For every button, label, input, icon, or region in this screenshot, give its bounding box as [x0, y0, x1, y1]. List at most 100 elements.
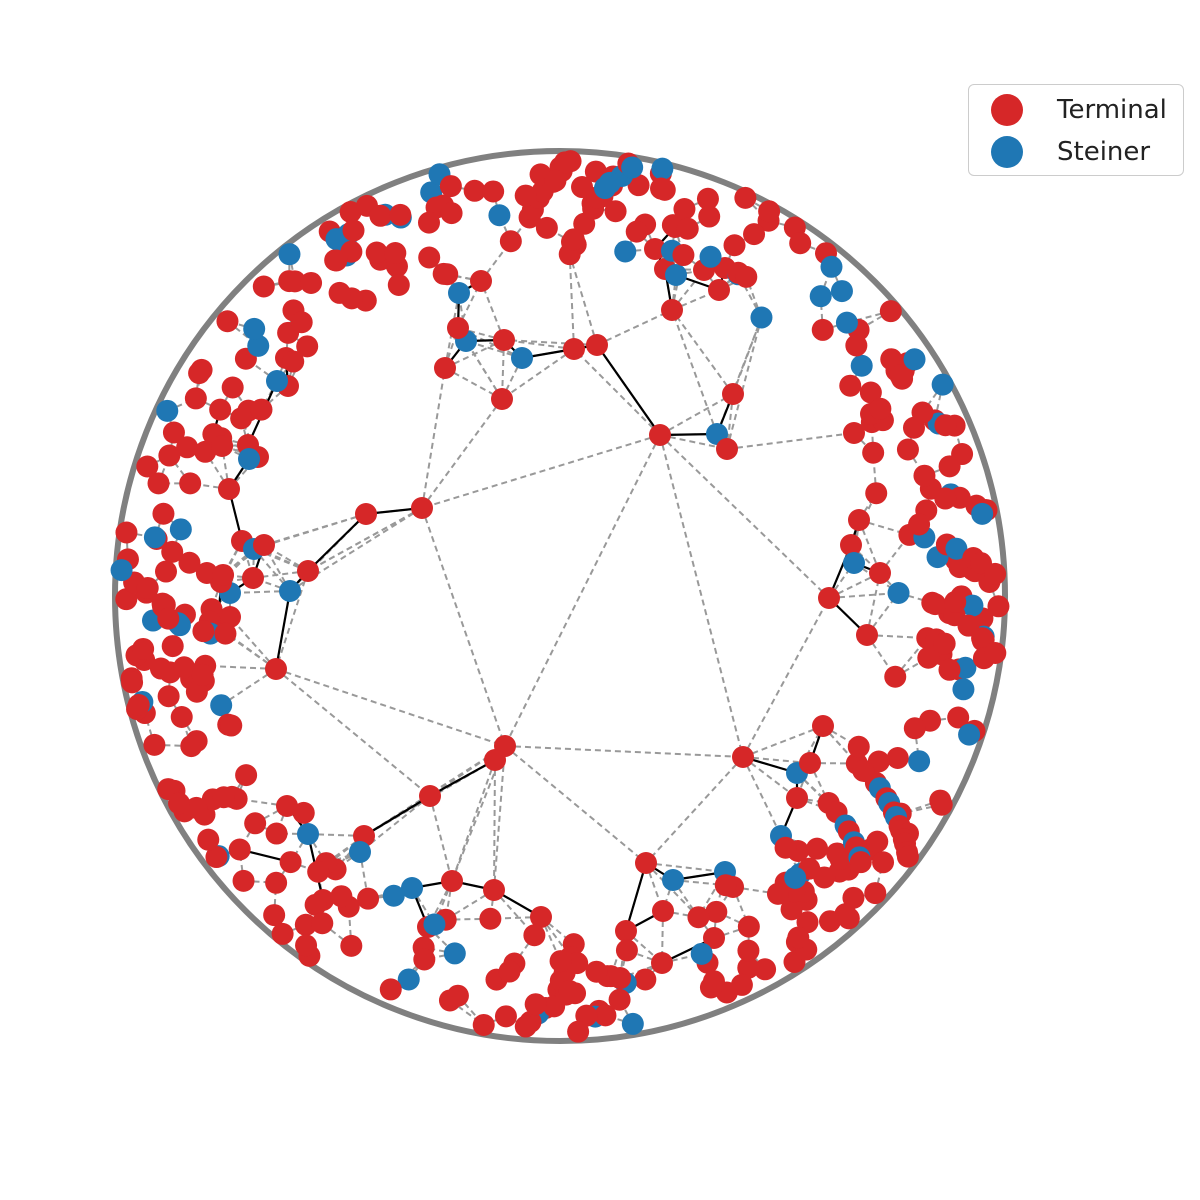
terminal-node — [340, 934, 363, 957]
terminal-node — [567, 1020, 590, 1043]
terminal-node — [219, 606, 241, 628]
terminal-node — [221, 376, 244, 399]
terminal-node — [479, 907, 502, 930]
terminal-node — [754, 958, 777, 981]
terminal-node — [328, 281, 351, 304]
terminal-node — [786, 787, 808, 809]
candidate-edge — [573, 348, 661, 436]
terminal-node — [176, 436, 199, 459]
steiner-marker-icon — [991, 136, 1023, 168]
steiner-node — [110, 559, 133, 582]
terminal-node — [297, 560, 319, 582]
candidate-edge — [672, 879, 700, 918]
terminal-node — [806, 837, 829, 860]
candidate-edge — [503, 339, 575, 350]
terminal-node — [938, 658, 961, 681]
candidate-edge — [742, 756, 798, 799]
terminal-node — [483, 879, 505, 901]
terminal-node — [432, 262, 455, 285]
steiner-node — [156, 399, 179, 422]
steiner-node — [958, 723, 981, 746]
candidate-edge — [275, 668, 431, 797]
terminal-node — [774, 836, 797, 859]
terminal-node — [216, 310, 239, 333]
candidate-edge — [809, 762, 830, 804]
terminal-node — [737, 939, 760, 962]
candidate-edge — [451, 759, 496, 882]
candidate-edge — [732, 886, 779, 895]
candidate-edge — [742, 725, 824, 758]
steiner-node — [511, 347, 533, 369]
terminal-node — [780, 898, 803, 921]
steiner-node — [971, 502, 994, 525]
terminal-node — [307, 860, 330, 883]
steiner-node — [349, 841, 371, 863]
terminal-node — [152, 502, 175, 525]
candidate-edge — [220, 540, 243, 583]
terminal-node — [250, 398, 273, 421]
terminal-node — [896, 438, 919, 461]
terminal-node — [812, 715, 834, 737]
steiner-node — [690, 942, 713, 965]
terminal-node — [933, 632, 956, 655]
terminal-node — [737, 915, 760, 938]
steiner-node — [401, 877, 423, 899]
candidate-edge — [493, 759, 496, 891]
tree-edge — [596, 344, 661, 436]
terminal-node — [553, 151, 576, 174]
steiner-node — [488, 204, 511, 227]
steiner-node — [614, 240, 637, 263]
candidate-edge — [445, 917, 491, 921]
steiner-node — [238, 448, 260, 470]
terminal-node — [734, 186, 757, 209]
steiner-node — [931, 373, 954, 396]
candidate-edge — [433, 880, 453, 925]
terminal-node — [524, 993, 547, 1016]
terminal-node — [484, 749, 506, 771]
steiner-node — [887, 581, 910, 604]
terminal-node — [934, 414, 957, 437]
terminal-node — [743, 223, 766, 246]
steiner-node — [448, 282, 470, 304]
terminal-node — [252, 275, 275, 298]
terminal-node — [304, 893, 327, 916]
terminal-node — [188, 362, 211, 385]
terminal-node — [716, 438, 738, 460]
tree-edge — [429, 759, 496, 797]
candidate-edge — [221, 445, 230, 490]
terminal-node — [115, 588, 138, 611]
terminal-node — [947, 706, 970, 729]
terminal-node — [132, 637, 155, 660]
candidate-edge — [659, 434, 830, 599]
terminal-node — [609, 967, 632, 990]
terminal-node — [271, 922, 294, 945]
terminal-node — [896, 845, 919, 868]
terminal-node — [866, 830, 889, 853]
steiner-node — [651, 157, 674, 180]
terminal-node — [235, 764, 258, 787]
terminal-node — [845, 334, 868, 357]
terminal-node — [608, 988, 631, 1011]
terminal-node — [115, 521, 138, 544]
terminal-node — [419, 785, 441, 807]
terminal-node — [829, 848, 852, 871]
steiner-node — [830, 280, 853, 303]
terminal-node — [917, 646, 940, 669]
terminal-node — [411, 497, 433, 519]
terminal-node — [418, 246, 441, 269]
terminal-node — [441, 870, 463, 892]
terminal-node — [758, 200, 781, 223]
terminal-node — [676, 217, 699, 240]
terminal-node — [121, 671, 144, 694]
terminal-node — [494, 1005, 517, 1028]
terminal-node — [211, 434, 234, 457]
terminal-node — [714, 874, 737, 897]
terminal-node — [184, 387, 207, 410]
steiner-node — [835, 311, 858, 334]
candidate-edge — [846, 310, 892, 324]
terminal-node — [311, 912, 334, 935]
terminal-node — [170, 705, 193, 728]
terminal-node — [562, 228, 585, 251]
terminal-node — [938, 455, 961, 478]
